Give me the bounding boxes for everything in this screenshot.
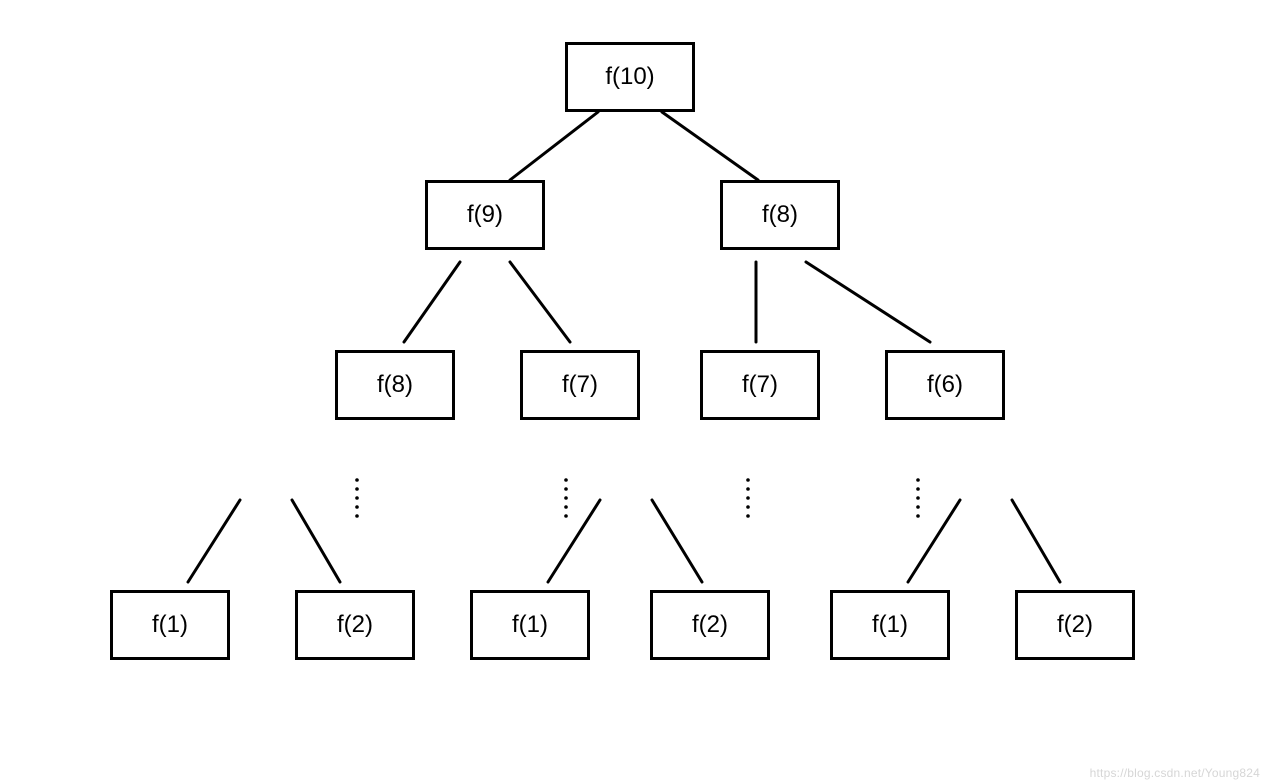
ellipsis-dot [746,478,750,482]
ellipsis-dot [355,487,359,491]
ellipsis-dot [564,514,568,518]
tree-node: f(7) [520,350,640,420]
recursion-tree-diagram: https://blog.csdn.net/Young824 f(10) f(9)… [0,0,1266,784]
tree-node: f(9) [425,180,545,250]
tree-node: f(2) [1015,590,1135,660]
tree-node-label: f(10) [605,63,654,91]
tree-edge [292,500,340,582]
ellipsis-dot [564,505,568,509]
ellipsis-dot [564,478,568,482]
ellipsis-dot [916,487,920,491]
tree-edge [510,112,598,180]
tree-node: f(10) [565,42,695,112]
ellipsis-dot [355,496,359,500]
ellipsis-dot [746,487,750,491]
tree-node-label: f(9) [467,201,503,229]
tree-edge [806,262,930,342]
tree-node: f(7) [700,350,820,420]
ellipsis-dot [746,496,750,500]
tree-edge [510,262,570,342]
tree-edge [1012,500,1060,582]
tree-node: f(8) [720,180,840,250]
tree-node-label: f(2) [337,611,373,639]
tree-node-label: f(6) [927,371,963,399]
tree-node-label: f(1) [872,611,908,639]
tree-node-label: f(2) [1057,611,1093,639]
tree-node: f(8) [335,350,455,420]
tree-node-label: f(7) [562,371,598,399]
tree-node: f(1) [830,590,950,660]
ellipsis-dot [916,505,920,509]
tree-node-label: f(7) [742,371,778,399]
ellipsis-dot [916,496,920,500]
tree-node-label: f(1) [152,611,188,639]
watermark-text: https://blog.csdn.net/Young824 [1090,766,1260,780]
tree-edge [404,262,460,342]
ellipsis-dot [355,505,359,509]
ellipsis-dot [916,514,920,518]
tree-node: f(6) [885,350,1005,420]
tree-node: f(2) [650,590,770,660]
ellipsis-dot [355,478,359,482]
tree-edge [188,500,240,582]
ellipsis-dot [564,496,568,500]
tree-edge [652,500,702,582]
tree-node-label: f(8) [762,201,798,229]
ellipsis-dot [746,514,750,518]
ellipsis-dot [916,478,920,482]
tree-node-label: f(1) [512,611,548,639]
tree-node: f(1) [110,590,230,660]
tree-node: f(1) [470,590,590,660]
tree-node-label: f(8) [377,371,413,399]
tree-node-label: f(2) [692,611,728,639]
tree-edge [662,112,758,180]
tree-edge [548,500,600,582]
tree-node: f(2) [295,590,415,660]
ellipsis-dot [564,487,568,491]
ellipsis-dot [355,514,359,518]
tree-edge [908,500,960,582]
ellipsis-dot [746,505,750,509]
